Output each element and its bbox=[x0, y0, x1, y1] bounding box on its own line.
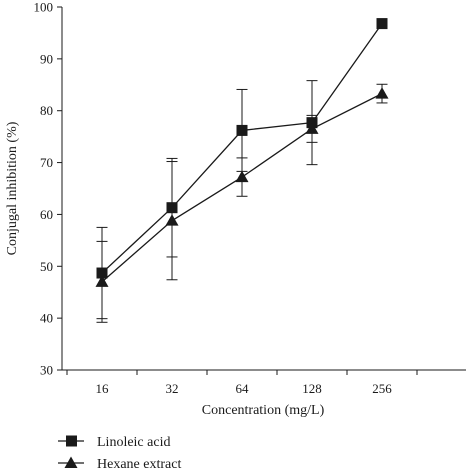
legend-item-linoleic-acid: Linoleic acid bbox=[58, 435, 170, 450]
y-tick-label: 80 bbox=[40, 103, 53, 118]
triangle-marker bbox=[95, 275, 109, 287]
axes: 30 40 50 60 70 80 90 100 16 32 64 128 256 bbox=[34, 0, 466, 396]
legend-item-hexane-extract: Hexane extract bbox=[58, 456, 181, 470]
series-hexane-extract bbox=[95, 83, 389, 323]
y-tick-label: 50 bbox=[40, 259, 53, 274]
x-tick-label: 128 bbox=[302, 381, 322, 396]
y-tick-label: 70 bbox=[40, 155, 53, 170]
square-marker bbox=[236, 124, 248, 136]
x-tick-label: 256 bbox=[372, 381, 392, 396]
y-tick-label: 100 bbox=[34, 0, 54, 15]
x-tick-label: 64 bbox=[236, 381, 250, 396]
y-tick-label: 90 bbox=[40, 51, 53, 66]
legend-square-marker bbox=[66, 435, 77, 447]
triangle-marker bbox=[305, 122, 319, 134]
legend: Linoleic acid Hexane extract bbox=[58, 435, 181, 470]
x-tick-label: 32 bbox=[166, 381, 179, 396]
series-layer bbox=[95, 18, 389, 323]
square-marker bbox=[376, 18, 388, 30]
triangle-marker bbox=[235, 170, 249, 183]
x-tick-label: 16 bbox=[96, 381, 110, 396]
legend-triangle-marker bbox=[64, 456, 78, 468]
legend-label-hexane-extract: Hexane extract bbox=[97, 457, 181, 470]
y-tick-label: 30 bbox=[40, 363, 53, 378]
triangle-marker bbox=[375, 87, 389, 99]
x-axis-title: Concentration (mg/L) bbox=[202, 403, 325, 418]
y-tick-label: 40 bbox=[40, 311, 53, 326]
legend-label-linoleic-acid: Linoleic acid bbox=[97, 435, 170, 450]
y-tick-label: 60 bbox=[40, 207, 53, 222]
triangle-marker bbox=[165, 214, 179, 226]
y-axis-title: Conjugal inhibition (%) bbox=[5, 121, 20, 255]
